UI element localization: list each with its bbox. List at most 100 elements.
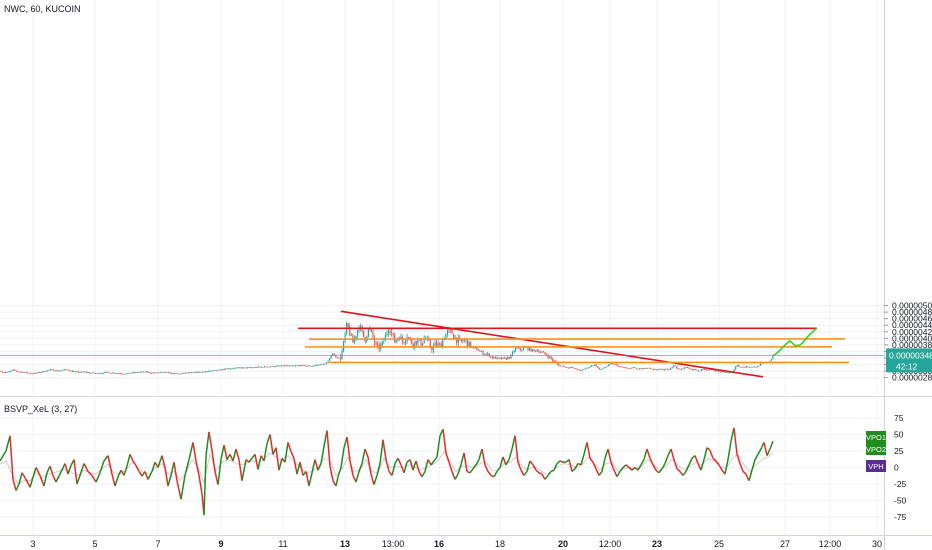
vpo1-segment [664, 455, 669, 464]
candle-body [130, 372, 132, 374]
candle-body [342, 341, 345, 351]
candle-body [755, 367, 757, 368]
candle-body [387, 330, 390, 334]
candle-body [315, 364, 317, 366]
candle-body [594, 364, 596, 366]
vpo1-segment [238, 459, 243, 481]
x-tick-label: 23 [652, 539, 662, 549]
candle-body [152, 372, 154, 374]
candle-body [432, 345, 435, 351]
vpo1-segment [412, 460, 417, 471]
candle-body [11, 370, 13, 372]
vpo1-segment [499, 456, 504, 468]
candle-body [284, 365, 286, 367]
candle-body [592, 365, 594, 367]
candle-body [476, 347, 478, 351]
candle-body [590, 365, 593, 367]
candle-body [194, 372, 196, 373]
candle-body [604, 367, 607, 368]
x-tick-label: 13:00 [382, 539, 405, 549]
vpo1-segment [373, 475, 378, 485]
candle-body [36, 372, 38, 374]
candle-body [231, 368, 233, 370]
candle-body [614, 364, 616, 365]
vpo1-segment [607, 448, 612, 463]
candle-body [735, 366, 737, 370]
candle-body [739, 366, 741, 368]
candle-body [759, 363, 762, 366]
candle-body [663, 369, 665, 371]
vpo1-segment [559, 460, 564, 463]
candle-body [217, 369, 219, 371]
candle-body [620, 366, 622, 368]
candle-body [29, 373, 32, 374]
vpo1-segment [619, 467, 624, 472]
vpo1-segment [117, 469, 122, 478]
x-tick-label: 12:00 [819, 539, 842, 549]
candle-body [143, 371, 145, 373]
candle-body [696, 369, 698, 371]
vpo1-segment [484, 464, 489, 472]
candle-body [676, 366, 678, 369]
vpo1-segment [99, 460, 105, 474]
candle-body [573, 368, 576, 369]
candle-body [25, 372, 27, 373]
candle-body [296, 365, 298, 367]
candle-body [756, 366, 758, 368]
vpo1-segment [583, 442, 588, 455]
candle-body [584, 368, 586, 370]
candle-body [293, 365, 295, 367]
vpo1-segment [433, 456, 438, 462]
vpo1-segment [167, 475, 172, 487]
vpo1-segment [364, 448, 369, 458]
candle-body [1, 371, 4, 373]
vpo1-segment [592, 461, 597, 470]
candle-body [519, 348, 521, 351]
candle-body [22, 371, 24, 373]
candle-body [515, 347, 517, 351]
candle-body [156, 372, 159, 374]
candle-body [544, 352, 546, 355]
vpo1-segment [329, 466, 334, 481]
x-tick-label: 7 [155, 539, 160, 549]
candle-body [510, 355, 512, 359]
vpo1-segment [52, 475, 57, 483]
vpo1-segment [263, 443, 268, 462]
vpo1-segment [232, 448, 237, 462]
candle-body [618, 366, 621, 368]
candle-body [381, 341, 383, 345]
candle-body [324, 363, 326, 365]
candle-body [501, 357, 503, 359]
x-tick-label: 16 [434, 539, 444, 549]
vpo1-segment [667, 448, 672, 456]
vpo1-segment [475, 459, 480, 466]
candle-body [40, 372, 42, 373]
candle-body [553, 361, 555, 362]
candle-body [191, 372, 193, 374]
x-tick-label: 3 [30, 539, 35, 549]
candle-body [704, 368, 706, 370]
candle-body [719, 371, 721, 373]
candle-body [493, 356, 495, 359]
candle-body [369, 328, 371, 330]
candle-body [88, 372, 90, 374]
vpo1-segment [454, 473, 459, 480]
candle-body [569, 367, 571, 369]
candle-body [294, 365, 297, 367]
vpo1-segment [694, 455, 699, 464]
vpo1-segment [21, 472, 27, 480]
candle-body [646, 367, 648, 369]
vpo1-segment [154, 461, 159, 468]
candle-body [702, 368, 704, 370]
candle-body [718, 370, 720, 372]
vpo1-segment [269, 434, 274, 455]
candle-body [271, 366, 273, 367]
candle-body [158, 372, 160, 374]
candle-body [629, 368, 631, 370]
vpo1-segment [5, 435, 11, 452]
candle-body [335, 355, 337, 358]
candle-body [32, 373, 35, 375]
candle-body [285, 365, 287, 367]
candle-body [522, 347, 524, 351]
candle-body [316, 364, 318, 366]
